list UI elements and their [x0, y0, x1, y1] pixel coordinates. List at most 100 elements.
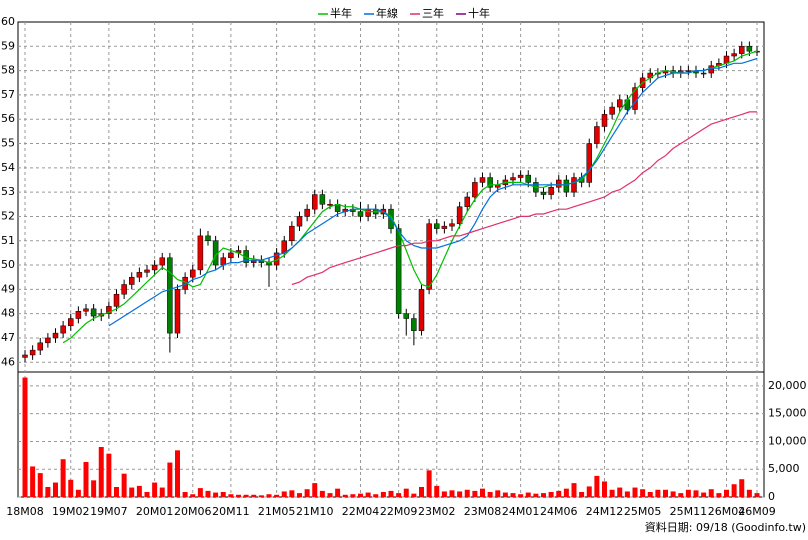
candle-body	[464, 196, 470, 207]
candle-body	[739, 46, 745, 54]
volume-bar	[175, 450, 180, 497]
volume-bar	[434, 485, 440, 497]
candle-body	[296, 216, 303, 227]
candle-body	[83, 308, 89, 312]
candle-body	[434, 223, 440, 229]
candle-body	[68, 318, 74, 327]
candle-body	[319, 194, 326, 205]
volume-bar	[53, 482, 58, 497]
volume-bar	[358, 493, 363, 497]
candle-body	[617, 99, 623, 108]
y-tick-label: 58	[1, 64, 15, 77]
volume-bar	[563, 488, 569, 497]
candle-body	[52, 332, 59, 339]
y-tick-label: 56	[1, 112, 15, 125]
volume-bar	[678, 493, 684, 497]
volume-bar	[739, 479, 745, 497]
candle-body	[525, 174, 531, 183]
y-tick-label: 54	[1, 161, 15, 174]
volume-bar	[670, 491, 676, 497]
candle-body	[403, 313, 409, 319]
y-tick-label: 55	[1, 137, 15, 150]
volume-bar	[480, 488, 485, 497]
volume-bar	[510, 493, 516, 497]
x-tick-label: 24M06	[540, 505, 578, 518]
candle-body	[746, 46, 753, 52]
candle-body	[418, 289, 425, 331]
volume-bar	[396, 493, 402, 497]
y2-tick-label: 15,000	[768, 407, 807, 420]
candle-body	[441, 225, 448, 229]
x-tick-label: 22M09	[380, 505, 418, 518]
x-tick-label: 24M01	[502, 505, 540, 518]
volume-bar	[327, 493, 333, 497]
candle-body	[586, 143, 592, 183]
volume-bar	[457, 491, 463, 497]
candle-body	[304, 208, 310, 217]
volume-bar	[693, 490, 699, 497]
ma-line	[108, 57, 758, 327]
candle-body	[37, 342, 43, 351]
candle-body	[700, 72, 707, 75]
volume-bar	[228, 494, 234, 497]
candle-body	[563, 179, 570, 193]
candle-body	[228, 252, 234, 259]
candle-body	[487, 177, 493, 188]
volume-bar	[197, 488, 203, 497]
candle-body	[45, 337, 51, 344]
volume-bar	[136, 485, 142, 497]
candle-body	[426, 223, 432, 290]
y2-tick-label: 5,000	[768, 462, 800, 475]
candle-body	[510, 177, 516, 181]
volume-bar	[350, 494, 356, 497]
x-tick-label: 23M02	[418, 505, 456, 518]
volume-bar	[472, 490, 478, 497]
x-tick-label: 20M11	[212, 505, 250, 518]
candle-body	[151, 264, 158, 271]
volume-bar	[655, 489, 661, 497]
volume-bar	[541, 493, 546, 497]
y-tick-label: 50	[1, 258, 15, 271]
legend-label: 半年	[330, 6, 352, 20]
candle-body	[113, 293, 120, 307]
y-tick-label: 59	[1, 39, 15, 52]
volume-bar	[251, 494, 257, 497]
volume-bar	[403, 488, 409, 497]
volume-bar	[594, 475, 600, 497]
candle-body	[456, 206, 463, 224]
volume-bar	[319, 490, 325, 497]
volume-bar	[548, 492, 554, 497]
volume-bar	[518, 494, 524, 497]
volume-bar	[602, 481, 607, 497]
volume-bar	[342, 494, 348, 497]
legend-label: 三年	[422, 6, 444, 20]
volume-bar	[419, 487, 424, 497]
volume-bar	[75, 489, 81, 497]
ma-line	[62, 50, 758, 344]
volume-bar	[640, 489, 646, 497]
volume-bar	[190, 494, 196, 497]
candle-body	[144, 269, 150, 273]
legend-label: 十年	[468, 6, 490, 20]
volume-bar	[68, 479, 74, 497]
candle-body	[22, 354, 28, 358]
candle-body	[601, 114, 608, 127]
candle-body	[365, 208, 371, 217]
volume-bar	[579, 492, 585, 497]
volume-bar	[37, 473, 43, 497]
volume-bar	[556, 490, 562, 497]
volume-bar	[571, 483, 577, 497]
candle-body	[395, 228, 402, 314]
volume-bar	[609, 489, 615, 497]
y-tick-label: 60	[1, 15, 15, 28]
y-tick-label: 47	[1, 331, 15, 344]
ma-line	[291, 111, 757, 286]
volume-bar	[449, 490, 455, 497]
candle-body	[556, 179, 562, 188]
volume-bar	[121, 473, 127, 497]
x-tick-label: 25M05	[624, 505, 662, 518]
y-tick-label: 53	[1, 185, 15, 198]
candle-body	[449, 223, 455, 227]
volume-bar	[487, 492, 493, 497]
